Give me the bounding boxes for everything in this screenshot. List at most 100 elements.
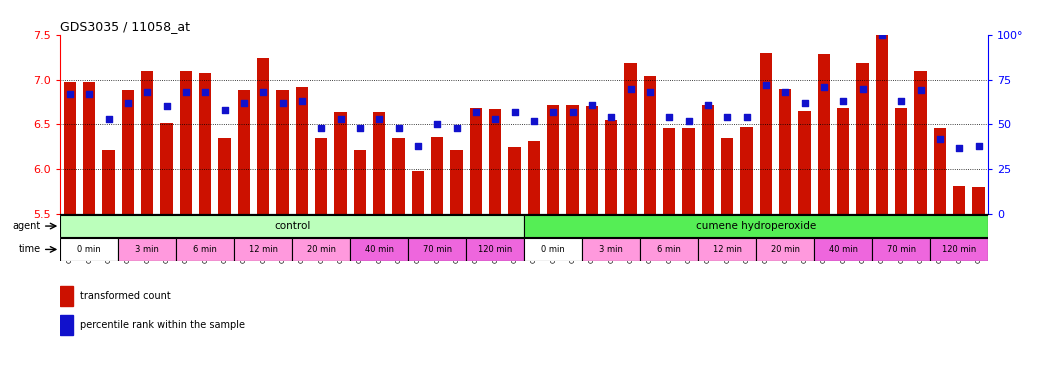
Bar [350,238,408,261]
Text: 12 min: 12 min [713,245,742,254]
Bar [624,63,636,214]
Point [971,143,987,149]
Point [738,114,755,120]
Point [467,109,484,115]
Point [332,116,349,122]
Bar [856,63,869,214]
Bar [489,109,501,214]
Point [603,114,620,120]
Bar [567,105,579,214]
Point [931,136,948,142]
Point [352,125,368,131]
Text: cumene hydroperoxide: cumene hydroperoxide [696,221,816,231]
Point [525,118,542,124]
Bar [373,112,385,214]
Point [854,85,871,91]
Bar [160,122,172,214]
Bar [895,108,907,214]
Text: 12 min: 12 min [249,245,278,254]
Bar [238,90,250,214]
Bar [408,238,466,261]
Bar [103,150,115,214]
Point [216,107,233,113]
Point [294,98,310,104]
Point [101,116,117,122]
Bar [837,108,849,214]
Point [236,100,252,106]
Bar [235,238,292,261]
Bar [118,238,176,261]
Point [487,116,503,122]
Text: percentile rank within the sample: percentile rank within the sample [80,320,245,330]
Bar [644,76,656,214]
Point [507,109,523,115]
Bar [509,147,521,214]
Point [139,89,156,95]
Bar [930,238,988,261]
Bar [218,138,230,214]
Bar [933,128,946,214]
Bar [354,150,366,214]
Bar [973,187,985,214]
Point [835,98,851,104]
Text: GDS3035 / 11058_at: GDS3035 / 11058_at [60,20,190,33]
Text: 40 min: 40 min [364,245,393,254]
Bar [176,238,235,261]
Bar [412,171,425,214]
Bar [180,71,192,214]
Bar [798,111,811,214]
Bar [702,105,714,214]
Bar [721,138,734,214]
Bar [814,238,872,261]
Text: time: time [19,245,40,255]
Bar [605,120,618,214]
Point [312,125,329,131]
Point [545,109,562,115]
Point [410,143,427,149]
Point [700,102,716,108]
Bar [582,238,640,261]
Bar [293,238,350,261]
Bar [121,90,134,214]
Bar [199,73,212,214]
Bar [63,82,76,214]
Text: 40 min: 40 min [828,245,857,254]
Bar [60,286,73,306]
Point [429,121,445,127]
Point [661,114,678,120]
Bar [524,238,582,261]
Bar [527,141,540,214]
Point [81,91,98,97]
Bar [682,128,694,214]
Point [197,89,214,95]
Point [680,118,696,124]
Point [893,98,909,104]
Bar [778,88,791,214]
Point [641,89,658,95]
Bar [466,238,524,261]
Bar [547,105,559,214]
Bar [334,112,347,214]
Point [758,82,774,88]
Bar [914,71,927,214]
Bar [876,35,889,214]
Text: 20 min: 20 min [306,245,335,254]
Bar [699,238,756,261]
Point [565,109,581,115]
Bar [276,90,289,214]
Bar [392,138,405,214]
Bar [469,108,482,214]
Point [390,125,407,131]
Point [622,85,638,91]
Point [177,89,194,95]
Text: 3 min: 3 min [135,245,159,254]
Text: 120 min: 120 min [943,245,977,254]
Text: 70 min: 70 min [886,245,916,254]
Bar [257,58,270,214]
Bar [141,71,154,214]
Bar [524,215,988,237]
Text: 70 min: 70 min [422,245,452,254]
Point [371,116,387,122]
Bar [83,82,95,214]
Bar [431,137,443,214]
